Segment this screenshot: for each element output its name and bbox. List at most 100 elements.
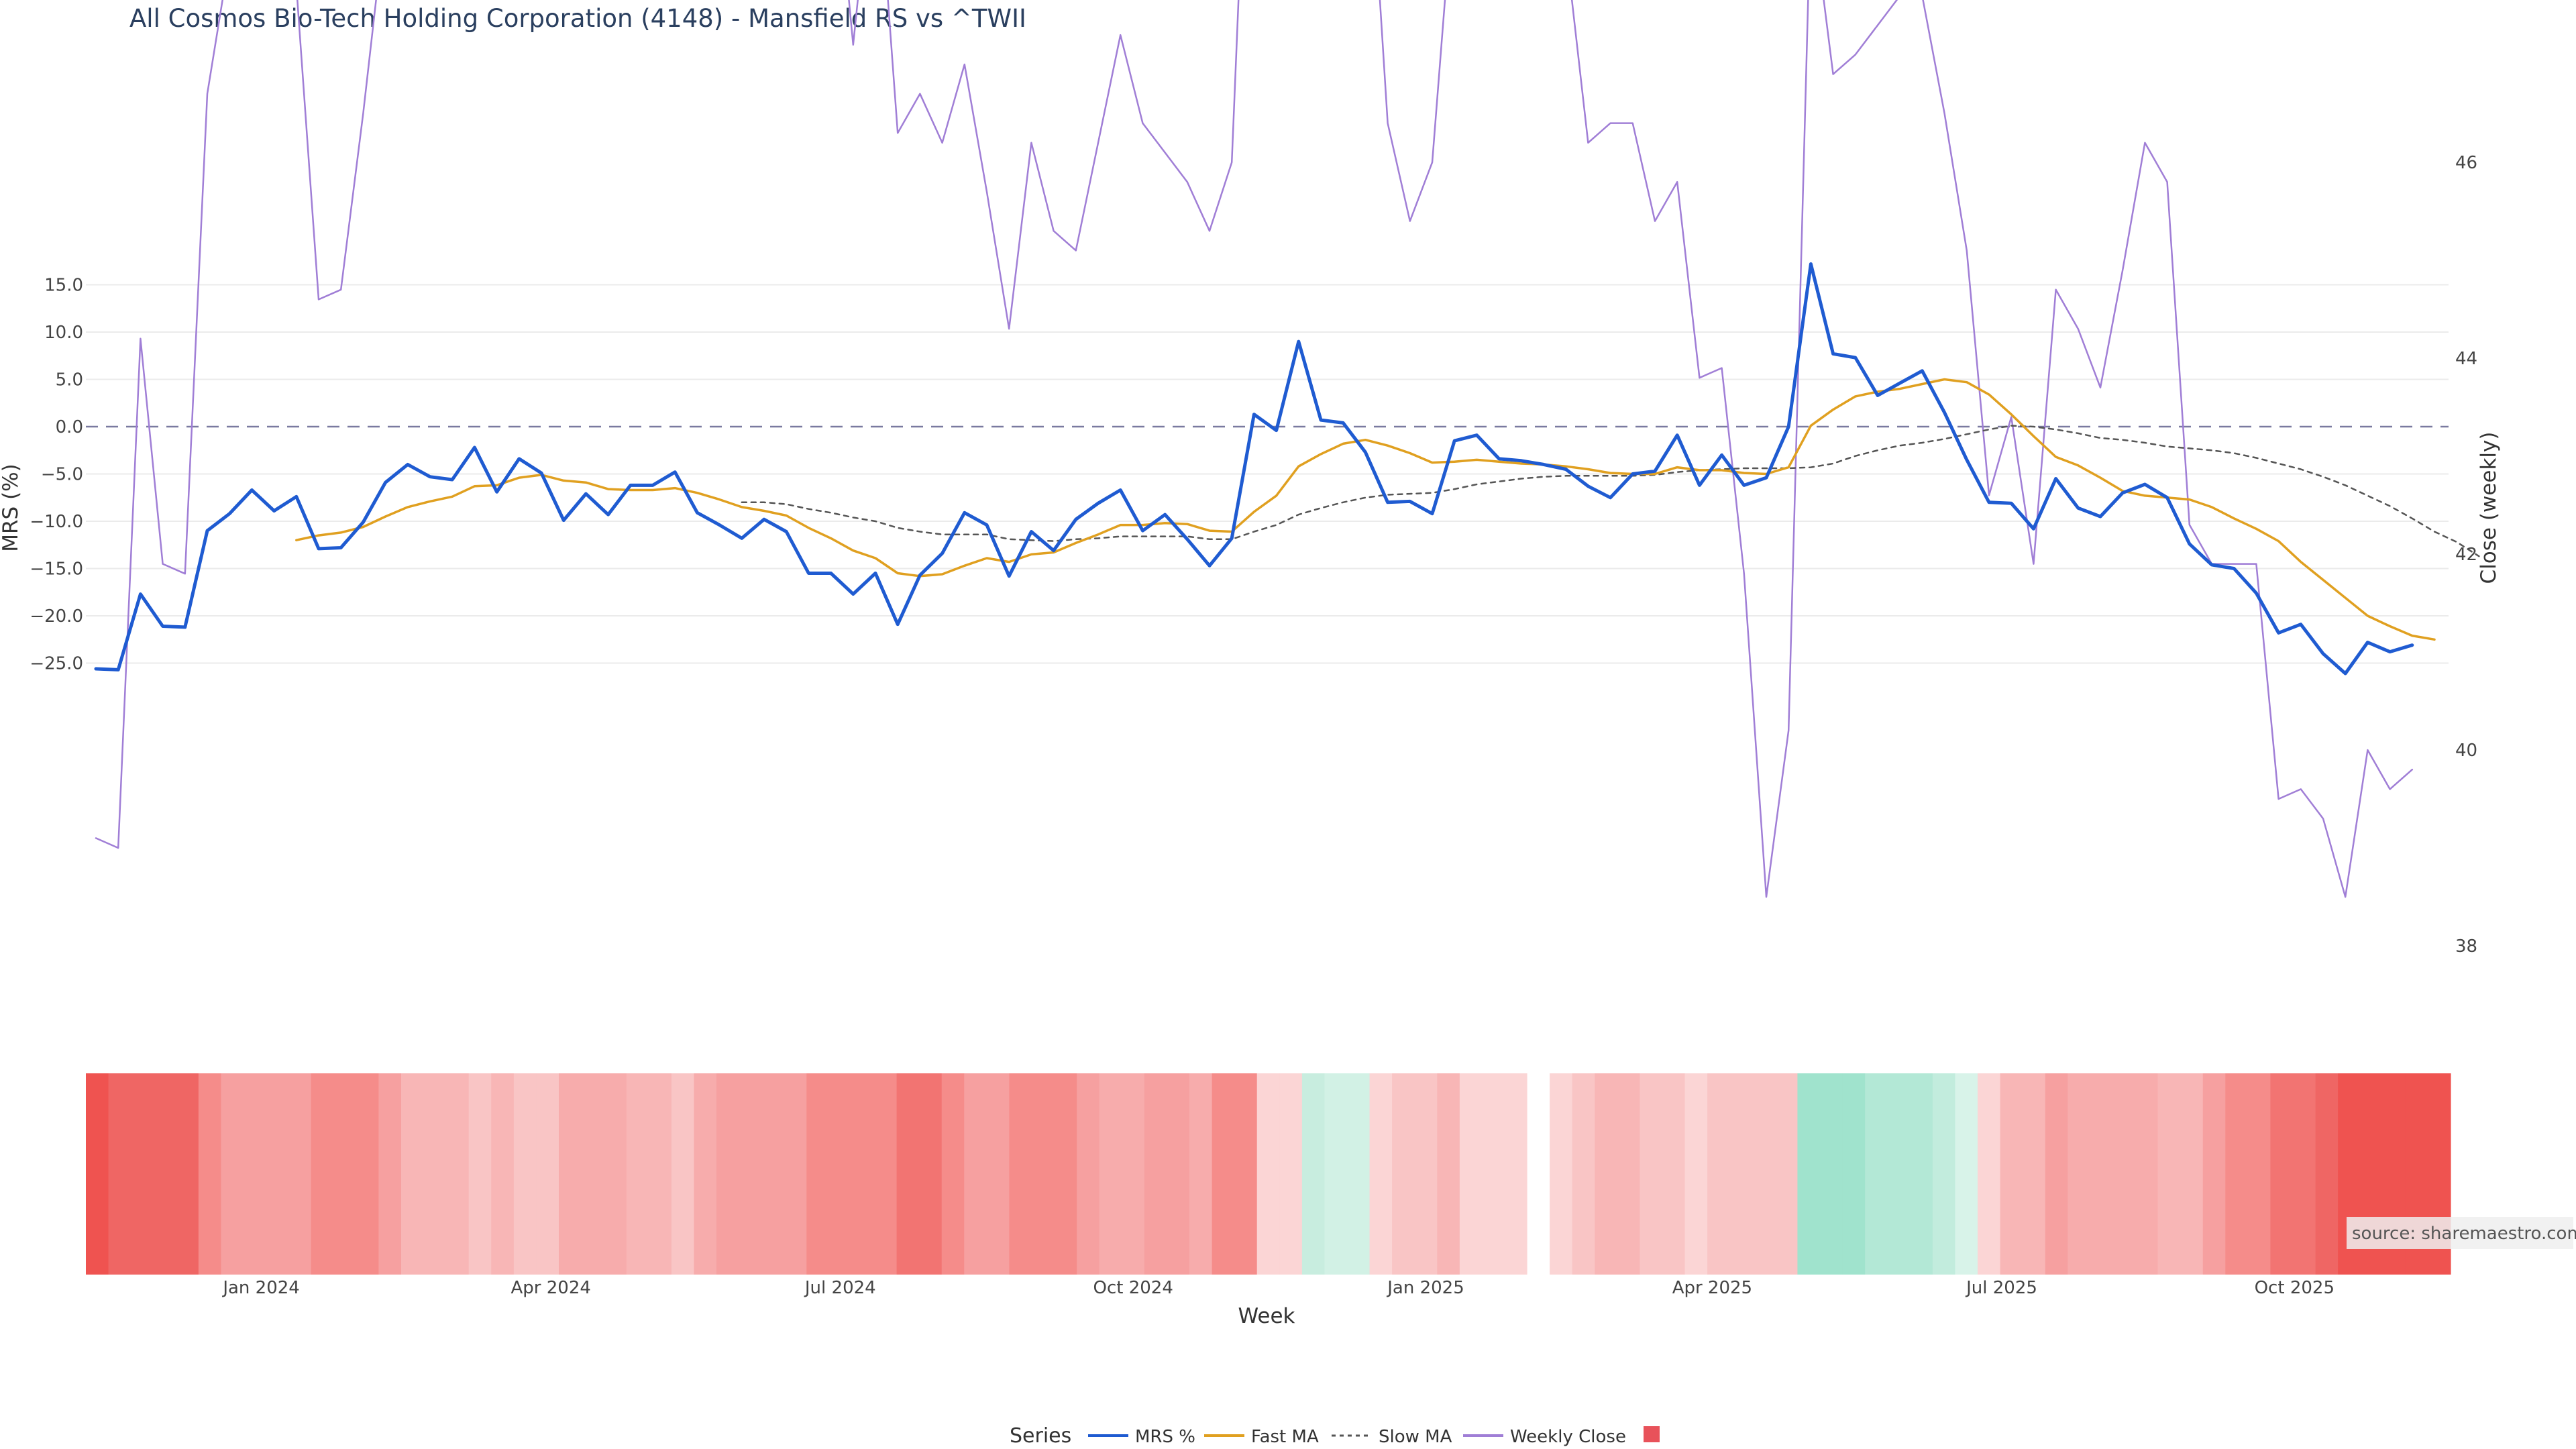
heatmap-cell	[1572, 1073, 1595, 1275]
heatmap-cell	[513, 1073, 537, 1275]
heatmap-cell	[649, 1073, 672, 1275]
heatmap-cell	[1369, 1073, 1393, 1275]
legend-label: Slow MA	[1379, 1427, 1452, 1447]
heatmap-cell	[1662, 1073, 1686, 1275]
heatmap-cell	[1684, 1073, 1708, 1275]
heatmap-cell	[739, 1073, 762, 1275]
y-tick-label: −10.0	[30, 512, 83, 532]
heatmap-cell	[1301, 1073, 1326, 1275]
y-tick-label: −20.0	[30, 606, 83, 627]
y-tick-label: 10.0	[44, 323, 83, 343]
heatmap-cell	[2112, 1073, 2136, 1275]
y-tick-label: 5.0	[56, 370, 83, 390]
heatmap-cell	[401, 1073, 425, 1275]
heatmap-cell	[1032, 1073, 1055, 1275]
heatmap-cell	[716, 1073, 740, 1275]
heatmap-cell	[491, 1073, 515, 1275]
series-line-weekly-close	[95, 0, 2414, 898]
heatmap-cell	[1324, 1073, 1348, 1275]
heatmap-cell	[2023, 1073, 2046, 1275]
legend-swatch	[1644, 1426, 1660, 1442]
heatmap-cell	[784, 1073, 807, 1275]
x-tick-label: Jan 2025	[1386, 1278, 1464, 1298]
legend-label: Weekly Close	[1510, 1427, 1626, 1447]
legend: Series MRS % Fast MA Slow MA Weekly Close	[1010, 1424, 1660, 1448]
y-tick-label: −25.0	[30, 654, 83, 674]
x-tick-label: Apr 2025	[1672, 1278, 1752, 1298]
heatmap-cell	[2045, 1073, 2068, 1275]
heatmap-cell	[694, 1073, 717, 1275]
heatmap-gap	[1527, 1073, 1550, 1275]
chart-title: All Cosmos Bio-Tech Holding Corporation …	[129, 4, 1026, 33]
heatmap-cell	[1279, 1073, 1303, 1275]
heatmap-strip	[86, 1073, 2451, 1275]
heatmap-cell	[1797, 1073, 1821, 1275]
heatmap-cell	[1189, 1073, 1213, 1275]
heatmap-cell	[2315, 1073, 2339, 1275]
heatmap-cell	[1077, 1073, 1100, 1275]
heatmap-cell	[288, 1073, 312, 1275]
heatmap-cell	[244, 1073, 267, 1275]
legend-item[interactable]: Slow MA	[1332, 1427, 1452, 1447]
heatmap-cell	[604, 1073, 627, 1275]
heatmap-cell	[2247, 1073, 2271, 1275]
heatmap-cell	[1482, 1073, 1505, 1275]
heatmap-cell	[874, 1073, 898, 1275]
heatmap-cell	[221, 1073, 244, 1275]
heatmap-cell	[1887, 1073, 1911, 1275]
legend-item[interactable]: MRS %	[1088, 1427, 1195, 1447]
heatmap-cell	[2135, 1073, 2159, 1275]
heatmap-cell	[1256, 1073, 1280, 1275]
y-tick-label: 0.0	[56, 417, 83, 437]
series-line-fast-ma	[295, 378, 2436, 641]
heatmap-cell	[851, 1073, 875, 1275]
legend-title: Series	[1010, 1424, 1071, 1448]
y-axis-title: MRS (%)	[0, 464, 23, 551]
y2-tick-label: 46	[2455, 153, 2477, 173]
heatmap-cell	[761, 1073, 785, 1275]
heatmap-cell	[626, 1073, 649, 1275]
heatmap-cell	[1167, 1073, 1190, 1275]
series-line-mrs	[94, 262, 2414, 676]
heatmap-cell	[1978, 1073, 2001, 1275]
x-tick-labels: Jan 2024 Apr 2024 Jul 2024 Oct 2024 Jan 2025…	[221, 1278, 2334, 1298]
heatmap-cell	[2270, 1073, 2294, 1275]
heatmap-cell	[1820, 1073, 1843, 1275]
source-box	[2347, 1217, 2573, 1249]
heatmap-cell	[2068, 1073, 2091, 1275]
heatmap-cell	[1212, 1073, 1235, 1275]
heatmap-cell	[1234, 1073, 1258, 1275]
x-tick-label: Jul 2025	[1965, 1278, 2037, 1298]
legend-item[interactable]	[1644, 1426, 1660, 1442]
heatmap-cell	[1774, 1073, 1799, 1275]
heatmap-cell	[1392, 1073, 1415, 1275]
heatmap-cell	[1505, 1073, 1528, 1275]
x-tick-label: Oct 2025	[2255, 1278, 2334, 1298]
heatmap-cell	[2180, 1073, 2204, 1275]
heatmap-cell	[1865, 1073, 1888, 1275]
series-layer	[94, 0, 2480, 898]
heatmap-cell	[1955, 1073, 1978, 1275]
heatmap-cell	[153, 1073, 176, 1275]
heatmap-cell	[1910, 1073, 1933, 1275]
legend-item[interactable]: Fast MA	[1204, 1427, 1319, 1447]
heatmap-cell	[1595, 1073, 1618, 1275]
heatmap-cell	[1729, 1073, 1753, 1275]
heatmap-cell	[941, 1073, 965, 1275]
grid-layer	[86, 284, 2449, 664]
heatmap-cell	[1347, 1073, 1371, 1275]
heatmap-cell	[446, 1073, 470, 1275]
heatmap-cell	[1617, 1073, 1641, 1275]
y-tick-label: 15.0	[44, 276, 83, 296]
heatmap-cell	[311, 1073, 334, 1275]
series-line-slow-ma	[741, 425, 2480, 557]
heatmap-cell	[378, 1073, 402, 1275]
heatmap-cell	[2225, 1073, 2249, 1275]
heatmap-cell	[581, 1073, 604, 1275]
heatmap-cell	[2293, 1073, 2316, 1275]
y2-tick-label: 42	[2455, 545, 2477, 565]
heatmap-cell	[1640, 1073, 1663, 1275]
legend-item[interactable]: Weekly Close	[1463, 1427, 1626, 1447]
heatmap-cell	[671, 1073, 695, 1275]
heatmap-cell	[1122, 1073, 1145, 1275]
